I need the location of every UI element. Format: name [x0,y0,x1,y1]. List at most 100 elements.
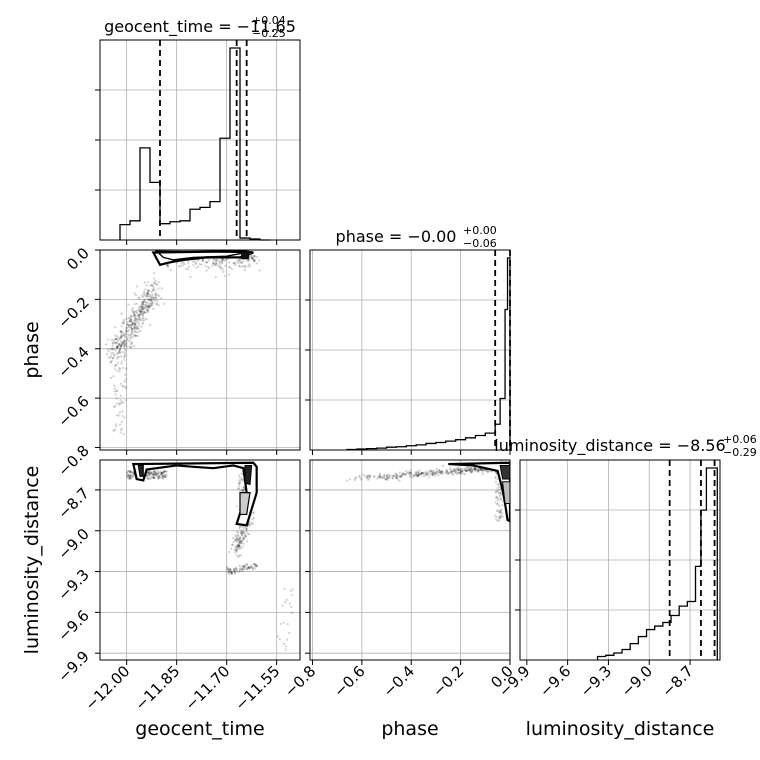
scatter-geocent-time-luminosity-distance-contour [137,464,144,477]
scatter-geocent-time-phase-point [130,318,133,321]
scatter-geocent-time-phase-point [157,304,160,307]
scatter-phase-luminosity-distance-point [496,503,499,506]
scatter-geocent-time-phase-point [141,306,144,309]
scatter-geocent-time-phase-point [192,264,195,267]
scatter-geocent-time-phase-point [137,315,140,318]
scatter-phase-luminosity-distance-point [461,469,464,472]
scatter-geocent-time-phase-point [148,302,152,305]
scatter-geocent-time-phase-point [112,354,115,357]
scatter-phase-luminosity-distance-point [421,471,424,474]
scatter-geocent-time-phase-point [120,336,123,340]
title-geocent-time-sup: +0.04 [252,14,286,27]
scatter-geocent-time-phase-point [126,336,130,339]
scatter-geocent-time-phase-point [127,316,130,320]
scatter-geocent-time-phase-point [115,389,118,392]
scatter-phase-luminosity-distance-point [496,483,499,486]
scatter-geocent-time-luminosity-distance-point [238,479,241,482]
scatter-geocent-time-phase-point [120,420,123,424]
scatter-geocent-time-phase-point [118,343,121,346]
scatter-geocent-time-luminosity-distance-point [151,472,154,475]
scatter-geocent-time-luminosity-distance-point [245,563,248,566]
scatter-geocent-time-phase-point [120,312,124,316]
scatter-phase-luminosity-distance-point [368,475,371,478]
scatter-geocent-time-phase-point [118,411,121,414]
scatter-phase-luminosity-distance-point [435,472,438,475]
scatter-geocent-time-phase-point [129,325,132,329]
scatter-geocent-time-luminosity-distance-point [154,473,157,477]
scatter-geocent-time-luminosity-distance-point [156,477,160,480]
scatter-geocent-time-luminosity-distance-point [250,565,253,568]
scatter-geocent-time-phase-point [118,356,121,359]
scatter-geocent-time-luminosity-distance-ytick-label: −9.6 [54,606,92,644]
scatter-geocent-time-luminosity-distance-point [251,567,254,570]
scatter-geocent-time-luminosity-distance-point [283,642,286,645]
scatter-geocent-time-phase-point [145,317,148,321]
scatter-geocent-time-phase-point [146,310,149,313]
scatter-geocent-time-phase-point [115,337,118,340]
scatter-phase-luminosity-distance-point [358,474,361,477]
scatter-geocent-time-luminosity-distance-point [126,472,129,475]
scatter-geocent-time-luminosity-distance-point [152,475,155,479]
scatter-geocent-time-luminosity-distance-point [152,477,156,480]
scatter-geocent-time-phase-point [122,334,125,337]
scatter-geocent-time-luminosity-distance-point [239,530,242,534]
scatter-geocent-time-luminosity-distance-point [246,532,249,535]
scatter-geocent-time-phase-point [125,367,128,370]
scatter-geocent-time-phase-point [152,281,155,285]
scatter-geocent-time-phase-point [139,305,142,308]
scatter-geocent-time-phase-point [120,343,123,347]
scatter-geocent-time-phase-point [124,343,127,346]
scatter-geocent-time-phase-point [137,327,140,330]
scatter-geocent-time-luminosity-distance-point [241,530,244,533]
scatter-geocent-time-phase-point [116,402,119,405]
scatter-geocent-time-phase-point [120,362,123,365]
scatter-geocent-time-luminosity-distance-point [283,601,286,604]
scatter-geocent-time-phase-point [219,262,222,265]
scatter-phase-luminosity-distance-point [345,479,348,482]
scatter-phase-luminosity-distance-point [447,472,450,475]
scatter-geocent-time-luminosity-distance-point [155,473,158,476]
scatter-geocent-time-phase-point [112,375,115,378]
scatter-geocent-time-phase-point [127,303,130,306]
scatter-geocent-time-phase-point [184,267,188,271]
scatter-phase-luminosity-distance-point [427,470,430,473]
scatter-geocent-time-luminosity-distance-point [128,469,131,473]
scatter-geocent-time-phase-point [130,327,133,330]
scatter-phase-luminosity-distance-point [500,493,503,496]
scatter-geocent-time-phase-frame [99,249,301,451]
scatter-geocent-time-phase-point [144,306,148,309]
scatter-geocent-time-phase-point [187,262,190,265]
scatter-geocent-time-luminosity-distance-point [161,474,164,477]
scatter-geocent-time-luminosity-distance-point [241,479,245,482]
scatter-geocent-time-phase-ytick-label: −0.4 [54,343,92,381]
scatter-geocent-time-phase-point [113,368,117,371]
scatter-phase-luminosity-distance-point [395,476,398,479]
scatter-geocent-time-phase-point [134,310,137,313]
scatter-geocent-time-luminosity-distance-ytick-label: −9.9 [54,647,92,685]
scatter-geocent-time-luminosity-distance-point [237,487,240,490]
scatter-geocent-time-phase-point [119,340,122,343]
scatter-geocent-time-phase-point [114,338,117,341]
scatter-geocent-time-phase-point [126,323,129,326]
scatter-geocent-time-luminosity-distance-point [233,548,236,551]
scatter-geocent-time-phase-point [143,298,146,301]
scatter-geocent-time-luminosity-distance-point [230,571,234,574]
scatter-geocent-time-phase-point [251,256,254,260]
scatter-geocent-time-phase-point [113,341,116,344]
scatter-phase-luminosity-distance-point [485,470,488,473]
scatter-geocent-time-phase-point [120,427,123,430]
scatter-geocent-time-luminosity-distance-point [161,476,164,479]
scatter-geocent-time-phase-point [109,355,113,358]
scatter-geocent-time-luminosity-distance-point [152,476,155,479]
scatter-geocent-time-luminosity-distance-point [154,472,157,475]
scatter-geocent-time-phase-point [114,349,117,352]
scatter-geocent-time-luminosity-distance-point [148,471,151,474]
scatter-geocent-time-luminosity-distance-point [285,598,288,602]
scatter-geocent-time-phase-point [113,387,116,390]
scatter-geocent-time-phase-point [147,289,150,292]
scatter-phase-luminosity-distance-point [494,501,497,504]
scatter-phase-luminosity-distance-point [432,472,435,475]
scatter-geocent-time-luminosity-distance-point [230,571,234,574]
scatter-phase-luminosity-distance-point [466,469,469,472]
scatter-geocent-time-phase-point [138,313,141,316]
